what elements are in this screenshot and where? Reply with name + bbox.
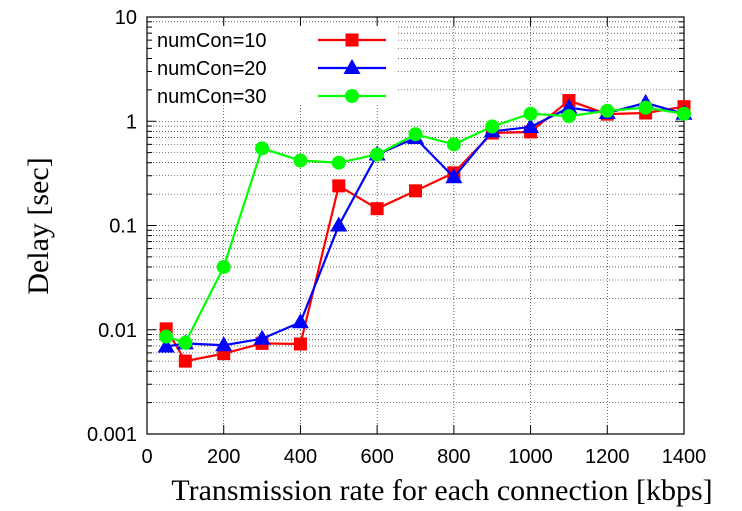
series-line xyxy=(165,101,685,348)
data-point-square xyxy=(178,354,192,368)
data-point-triangle xyxy=(522,118,540,134)
legend: numCon=10 numCon=20 numCon=30 xyxy=(157,30,386,108)
y-tick-label: 0.01 xyxy=(98,320,137,342)
legend-marker-circle xyxy=(345,89,359,103)
series-line xyxy=(165,99,685,363)
series-layer xyxy=(157,93,693,368)
data-point-circle xyxy=(638,100,653,115)
data-point-circle xyxy=(600,103,615,118)
legend-label: numCon=10 xyxy=(157,30,267,52)
data-point-triangle xyxy=(291,313,309,329)
legend-entry: numCon=20 xyxy=(157,58,386,80)
data-point-triangle xyxy=(445,168,463,184)
x-tick-label: 600 xyxy=(360,446,393,468)
data-point-triangle xyxy=(157,337,175,353)
x-tick-label: 1000 xyxy=(508,446,553,468)
legend-marker-square xyxy=(345,33,359,47)
y-tick-label: 10 xyxy=(115,7,137,29)
x-tick-label: 1200 xyxy=(585,446,630,468)
data-point-triangle xyxy=(253,329,271,345)
data-point-circle xyxy=(485,119,500,134)
data-point-circle xyxy=(370,147,385,162)
x-tick-label: 0 xyxy=(141,446,152,468)
data-point-triangle xyxy=(330,216,348,232)
data-point-circle xyxy=(331,155,346,170)
data-point-square xyxy=(332,179,346,193)
x-axis-label: Transmission rate for each connection [k… xyxy=(171,474,712,507)
data-point-circle xyxy=(255,141,270,156)
legend-entry: numCon=10 xyxy=(157,30,386,52)
data-point-circle xyxy=(293,153,308,168)
x-tick-label: 400 xyxy=(284,446,317,468)
data-point-circle xyxy=(178,335,193,350)
y-axis-label: Delay [sec] xyxy=(22,157,55,294)
data-point-square xyxy=(409,184,422,198)
series-1 xyxy=(159,94,691,368)
data-point-circle xyxy=(216,259,231,274)
data-point-square xyxy=(293,337,307,351)
data-point-circle xyxy=(523,106,538,121)
data-point-circle xyxy=(408,127,423,142)
y-tick-label: 0.001 xyxy=(87,424,137,446)
axis-ticks: 0.001 0.01 0.1 1 10 0 200 400 600 800 1000 1200 1400 xyxy=(87,7,706,468)
y-tick-label: 0.1 xyxy=(109,216,137,238)
legend-marker-triangle xyxy=(343,59,361,74)
data-point-triangle xyxy=(215,336,233,352)
data-point-circle xyxy=(677,106,691,121)
y-tick-label: 1 xyxy=(126,111,137,133)
legend-entry: numCon=30 xyxy=(157,86,386,108)
x-tick-label: 1400 xyxy=(662,446,707,468)
legend-label: numCon=20 xyxy=(157,58,267,80)
legend-label: numCon=30 xyxy=(157,86,267,108)
x-tick-label: 200 xyxy=(207,446,240,468)
x-tick-label: 800 xyxy=(437,446,470,468)
data-point-circle xyxy=(561,109,576,124)
data-point-square xyxy=(370,202,384,216)
data-point-circle xyxy=(446,137,461,152)
data-point-circle xyxy=(159,329,174,344)
data-point-triangle xyxy=(560,98,578,114)
series-3 xyxy=(159,100,691,350)
